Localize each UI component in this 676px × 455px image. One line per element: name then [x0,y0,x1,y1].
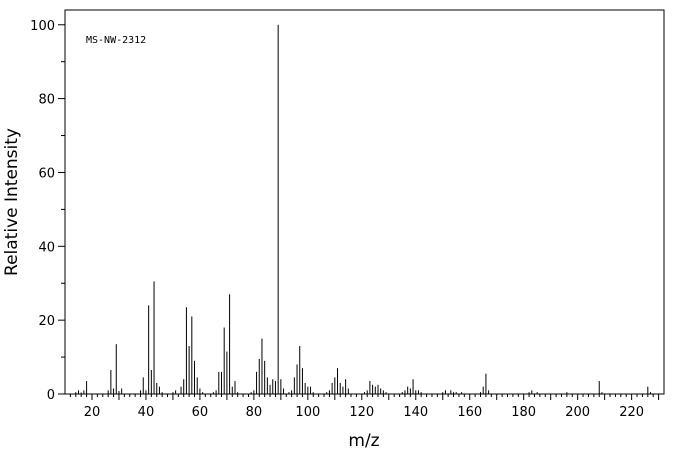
y-tick-label-20: 20 [38,314,55,329]
x-tick-label-40: 40 [138,405,155,420]
y-axis: 0 20 40 60 80 100 [30,19,65,403]
plot-frame [64,9,665,395]
x-axis-title: m/z [348,431,379,451]
x-tick-label-140: 140 [403,405,428,420]
x-tick-label-160: 160 [457,405,482,420]
y-tick-label-40: 40 [38,240,55,255]
y-tick-label-100: 100 [30,19,55,34]
x-tick-label-220: 220 [619,405,644,420]
y-tick-label-60: 60 [38,166,55,181]
spectrum-id-annotation: MS-NW-2312 [86,35,146,46]
x-tick-label-80: 80 [246,405,263,420]
x-tick-label-100: 100 [295,405,320,420]
y-tick-label-0: 0 [47,388,55,403]
y-tick-label-80: 80 [38,93,55,108]
x-tick-label-120: 120 [349,405,374,420]
x-tick-label-20: 20 [84,405,101,420]
peaks-layer [75,24,652,394]
x-tick-label-60: 60 [192,405,209,420]
y-axis-title: Relative Intensity [2,128,22,276]
x-tick-label-200: 200 [565,405,590,420]
x-axis: 20 40 60 80 100 120 140 160 180 200 220 [69,394,660,420]
x-tick-label-180: 180 [511,405,536,420]
